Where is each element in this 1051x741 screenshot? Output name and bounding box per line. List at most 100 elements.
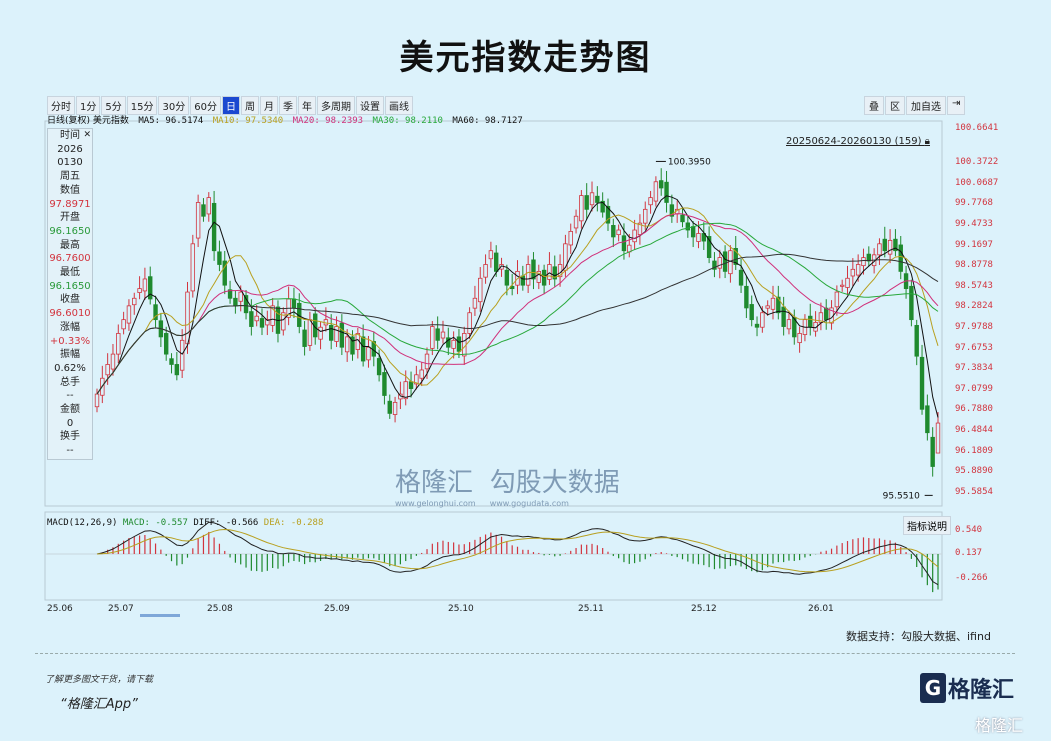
info-row: 涨幅 [60,321,80,333]
candle-body [318,326,323,340]
y-tick-label: 96.4844 [955,425,993,436]
period-tab[interactable]: 季 [278,96,297,115]
candle-body [887,239,893,255]
period-tab[interactable]: 设置 [355,96,384,115]
candle-body [174,364,180,376]
candle-body [584,195,589,210]
candle-body [893,238,898,252]
x-tick-label: 25.07 [108,604,134,614]
candle-body [919,356,925,410]
period-tab[interactable]: 15分 [126,96,158,115]
period-tab[interactable]: 60分 [190,96,221,115]
indicator-help-button[interactable]: 指标说明 [903,516,951,535]
range-text: 20250624-20260130 (159) [786,136,922,147]
candle-body [243,295,249,314]
info-row: 97.8971 [49,198,91,210]
candle-body [504,269,510,286]
candle-body [467,312,472,334]
scroll-thumb[interactable] [140,614,180,617]
corner-watermark: 格隆汇 [975,716,1024,735]
candle-body [722,251,728,272]
candle-body [754,323,760,328]
close-icon[interactable]: ✕ [83,130,91,140]
candle-body [195,202,201,239]
legend-prefix: 日线(复权) 美元指数 [47,116,129,126]
candle-body [281,312,286,331]
candle-body [233,297,238,307]
candle-body [749,304,754,321]
y-tick-label: 100.6641 [955,123,999,133]
right-tool-button[interactable]: 叠 [864,96,884,115]
candle-body [776,296,781,314]
info-row: 0 [66,417,74,429]
candle-body [462,333,467,357]
candle-body [217,251,222,265]
diff-line [96,521,939,586]
right-tool-button[interactable]: 区 [885,96,905,115]
logo-g-icon: G [920,673,946,703]
high-label: 100.3950 [668,157,711,167]
candle-body [877,243,882,256]
period-tab[interactable]: 周 [240,96,259,115]
candle-body [419,369,424,379]
ma60-line [96,253,939,395]
period-tab[interactable]: 多周期 [316,96,355,115]
info-row: 最低 [60,267,80,279]
info-row: -- [66,445,74,457]
period-tab[interactable]: 30分 [158,96,190,115]
macd-y-tick-label: -0.266 [955,573,988,583]
period-tab[interactable]: 分时 [47,96,75,115]
x-tick-label: 25.10 [448,604,474,614]
candle-body [435,328,440,341]
candle-body [105,364,110,376]
candle-body [536,270,541,283]
footer-text: 了解更多图文干货，请下载 [45,675,154,685]
period-tab[interactable]: 年 [297,96,316,115]
candle-body [568,231,573,246]
period-tab[interactable]: 日 [221,96,240,115]
candle-body [786,319,792,330]
right-tool-button[interactable]: 加自选 [906,96,946,115]
watermark-partner-url: www.gogudata.com [489,499,569,508]
candle-body [307,319,313,346]
period-tab[interactable]: 画线 [384,96,413,115]
watermark-brand-url: www.gelonghui.com [395,499,476,508]
candle-body [376,358,382,376]
candle-body [344,336,350,353]
candle-body [706,236,712,258]
candle-body [254,315,259,322]
candle-body [637,222,643,236]
candle-body [238,291,243,302]
candle-body [664,181,669,203]
x-tick-label: 25.09 [324,604,350,614]
y-tick-label: 96.1809 [955,445,993,456]
candle-body [595,195,600,203]
candle-body [760,312,765,328]
info-row: 收盘 [60,294,80,306]
period-tab[interactable]: 5分 [101,96,126,115]
candle-body [142,278,148,292]
logo-text: 格隆汇 [948,678,1015,703]
info-row: 96.1650 [49,280,91,292]
period-toolbar: 分时 1分 5分 15分 30分 60分日周月季年多周期 设置 画线 [47,96,413,115]
candle-body [153,304,158,321]
candle-body [792,316,797,338]
period-tab[interactable]: 1分 [76,96,101,115]
right-tool-button[interactable]: ⇥ [947,96,966,115]
range-label[interactable]: 20250624-20260130 (159) 🔒︎ [786,136,930,147]
info-row: 开盘 [60,212,80,224]
x-tick-label: 25.08 [207,604,233,614]
candle-body [121,319,126,330]
period-tab[interactable]: 月 [259,96,278,115]
candle-body [733,248,738,265]
candle-body [824,307,829,321]
right-toolbar: 叠区加自选 ⇥ [864,96,966,115]
candle-body [914,324,919,357]
candle-body [589,192,595,206]
legend-ma10: MA10: 97.5340 [212,116,284,126]
candle-body [94,393,100,408]
info-row: 96.1650 [49,225,91,237]
candle-body [163,333,169,355]
candle-body [169,358,174,365]
